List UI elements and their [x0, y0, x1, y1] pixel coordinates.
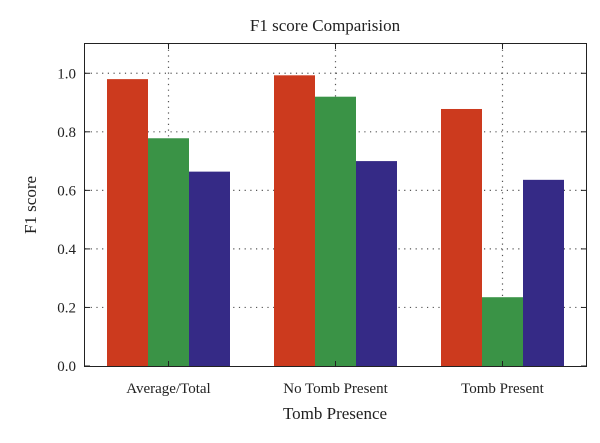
y-tick-label: 0.2 — [57, 300, 76, 316]
bar-series-2-no-tomb-present — [315, 96, 356, 366]
y-axis-label: F1 score — [21, 176, 40, 234]
bar-series-1-no-tomb-present — [274, 75, 315, 367]
bar-series-3-average-total — [189, 171, 230, 366]
x-tick-label: Average/Total — [126, 381, 210, 397]
plot-frame — [84, 43, 587, 367]
y-tick-label: 0.6 — [57, 183, 76, 199]
y-tick-label: 0.8 — [57, 125, 76, 141]
bar-series-2-average-total — [148, 138, 189, 366]
bar-series-1-tomb-present — [441, 108, 482, 367]
y-tick-label: 0.4 — [57, 242, 76, 258]
y-tick-label: 1.0 — [57, 66, 76, 82]
bars-group — [107, 75, 564, 367]
x-axis-label: Tomb Presence — [283, 404, 387, 423]
x-axis-ticks: Average/Total No Tomb Present Tomb Present — [126, 44, 545, 397]
y-axis-ticks: 0.0 0.2 0.4 0.6 0.8 1.0 — [57, 66, 586, 375]
chart-title: F1 score Comparision — [250, 16, 401, 35]
x-tick-label: No Tomb Present — [283, 381, 388, 397]
bar-series-3-tomb-present — [523, 179, 564, 366]
bar-series-2-tomb-present — [482, 297, 523, 366]
bar-series-1-average-total — [107, 79, 148, 367]
bar-series-3-no-tomb-present — [356, 161, 397, 366]
y-tick-label: 0.0 — [57, 359, 76, 375]
x-tick-label: Tomb Present — [461, 381, 545, 397]
